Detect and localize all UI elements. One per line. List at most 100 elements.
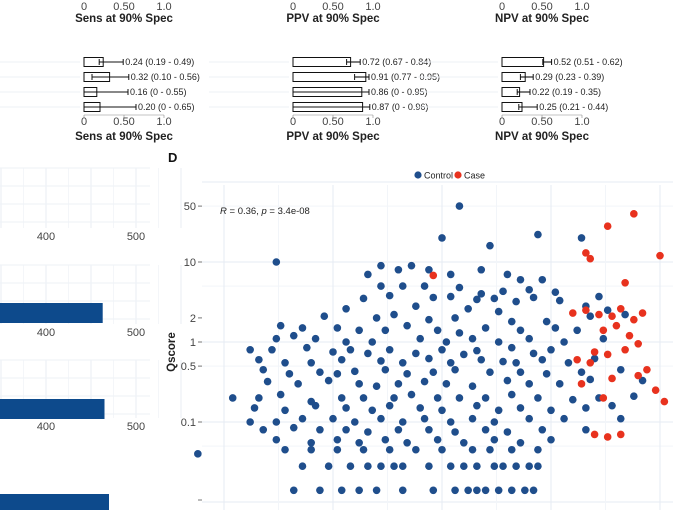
control-point bbox=[490, 435, 499, 444]
control-point bbox=[499, 357, 507, 366]
control-point bbox=[433, 394, 442, 402]
case-point bbox=[651, 386, 660, 394]
case-point bbox=[599, 326, 608, 335]
scatter-annotation: R = 0.36, p = 3.4e-08 bbox=[220, 206, 310, 217]
control-point bbox=[385, 345, 394, 354]
control-point bbox=[451, 486, 459, 495]
control-point bbox=[468, 445, 477, 454]
control-point bbox=[486, 241, 494, 250]
case-point bbox=[621, 345, 629, 354]
case-point bbox=[429, 271, 438, 280]
control-point bbox=[316, 425, 324, 434]
forest-top-axis-title: NPV at 90% Spec bbox=[495, 13, 590, 25]
control-point bbox=[359, 394, 368, 402]
control-point bbox=[359, 294, 368, 303]
control-point bbox=[473, 401, 481, 410]
control-point bbox=[516, 404, 525, 412]
control-point bbox=[307, 445, 316, 454]
control-point bbox=[481, 324, 490, 332]
control-point bbox=[595, 292, 603, 301]
control-point bbox=[425, 354, 433, 363]
forest-top-tick-label: 0.50 bbox=[322, 1, 343, 13]
control-point bbox=[599, 334, 608, 343]
control-point bbox=[342, 425, 350, 434]
control-point bbox=[377, 357, 385, 365]
control-point bbox=[603, 306, 612, 314]
control-point bbox=[333, 370, 342, 378]
control-point bbox=[333, 445, 342, 454]
control-point bbox=[473, 486, 481, 495]
forest-tick-label: 0 bbox=[499, 116, 505, 128]
control-point bbox=[333, 435, 342, 444]
case-point bbox=[569, 309, 577, 317]
control-point bbox=[316, 486, 324, 495]
control-point bbox=[451, 314, 459, 322]
case-point bbox=[621, 278, 629, 287]
scatter-y-axis-title: Qscore bbox=[166, 332, 178, 372]
control-point bbox=[390, 394, 398, 402]
scatter-legend: Control Case bbox=[414, 171, 485, 181]
control-point bbox=[534, 230, 542, 239]
control-point bbox=[529, 349, 538, 358]
control-point bbox=[507, 343, 516, 352]
control-point bbox=[525, 380, 533, 388]
control-point bbox=[638, 376, 647, 385]
control-point bbox=[442, 380, 451, 388]
control-point bbox=[281, 358, 289, 367]
control-point bbox=[351, 367, 359, 376]
control-point bbox=[394, 265, 403, 274]
control-point bbox=[398, 418, 407, 426]
control-point bbox=[468, 382, 477, 391]
control-point bbox=[477, 290, 486, 298]
control-point bbox=[324, 376, 333, 385]
forest-value-label: 0.20 (0 - 0.65) bbox=[138, 102, 195, 112]
control-point bbox=[551, 288, 560, 296]
control-point bbox=[586, 312, 595, 321]
bar-facet-1: 400 500 bbox=[0, 167, 182, 243]
case-point bbox=[634, 371, 642, 380]
forest-value-label: 0.32 (0.10 - 0.56) bbox=[131, 72, 200, 82]
control-point bbox=[538, 425, 547, 434]
bar-tick-label: 500 bbox=[127, 327, 145, 339]
control-point bbox=[621, 310, 629, 319]
control-point bbox=[272, 258, 281, 266]
control-point bbox=[346, 345, 355, 354]
bar-facet-2: 400 500 bbox=[0, 264, 182, 339]
forest-tick-label: 0.50 bbox=[113, 116, 134, 128]
control-point bbox=[355, 380, 363, 388]
control-point bbox=[429, 293, 438, 302]
control-point bbox=[385, 291, 394, 300]
scatter-y-tick-label: 0.1 bbox=[181, 417, 196, 429]
legend-marker-case bbox=[454, 171, 462, 179]
control-point bbox=[403, 438, 411, 447]
control-point bbox=[390, 462, 398, 471]
case-point bbox=[616, 430, 625, 439]
control-point bbox=[503, 376, 512, 385]
control-point bbox=[521, 486, 529, 495]
control-point bbox=[377, 261, 385, 270]
case-point bbox=[612, 321, 621, 330]
forest-tick-label: 1.0 bbox=[574, 116, 589, 128]
case-point bbox=[630, 315, 638, 324]
control-point bbox=[285, 370, 294, 378]
control-point bbox=[512, 462, 520, 471]
control-point bbox=[503, 270, 512, 279]
control-point bbox=[586, 375, 595, 384]
forest-tick-label: 0.50 bbox=[531, 116, 552, 128]
control-point bbox=[490, 418, 499, 426]
control-point bbox=[276, 390, 285, 399]
control-point bbox=[569, 395, 577, 404]
case-point bbox=[634, 339, 642, 348]
control-point bbox=[281, 406, 289, 415]
control-point bbox=[394, 425, 403, 434]
forest-top-tick-label: 0 bbox=[81, 1, 87, 13]
control-point bbox=[512, 358, 520, 367]
control-point bbox=[473, 295, 481, 304]
control-point bbox=[412, 302, 420, 311]
control-point bbox=[429, 486, 438, 495]
control-point bbox=[516, 275, 525, 284]
control-point bbox=[377, 462, 385, 471]
control-point bbox=[460, 438, 468, 447]
